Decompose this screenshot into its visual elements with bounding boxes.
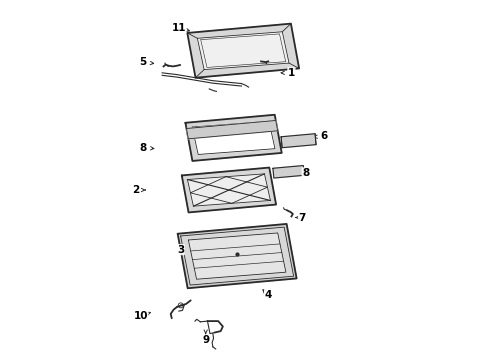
Polygon shape xyxy=(281,134,316,148)
Text: 4: 4 xyxy=(265,290,272,300)
Polygon shape xyxy=(273,166,304,178)
Text: 7: 7 xyxy=(298,212,306,222)
Text: 3: 3 xyxy=(177,245,184,255)
Polygon shape xyxy=(197,32,289,69)
Text: 9: 9 xyxy=(202,335,209,345)
Text: 1: 1 xyxy=(288,68,295,78)
Text: 8: 8 xyxy=(140,143,147,153)
Text: 10: 10 xyxy=(133,311,148,321)
Text: 11: 11 xyxy=(172,23,186,33)
Polygon shape xyxy=(178,224,296,288)
Text: 5: 5 xyxy=(140,57,147,67)
Text: 2: 2 xyxy=(132,185,140,195)
Polygon shape xyxy=(182,167,276,212)
Polygon shape xyxy=(185,115,282,161)
Polygon shape xyxy=(181,227,294,285)
Text: 8: 8 xyxy=(302,168,309,178)
Polygon shape xyxy=(187,121,278,139)
Polygon shape xyxy=(188,233,286,279)
Polygon shape xyxy=(187,24,299,78)
Text: 6: 6 xyxy=(320,131,327,141)
Polygon shape xyxy=(188,174,270,206)
Polygon shape xyxy=(192,121,275,154)
